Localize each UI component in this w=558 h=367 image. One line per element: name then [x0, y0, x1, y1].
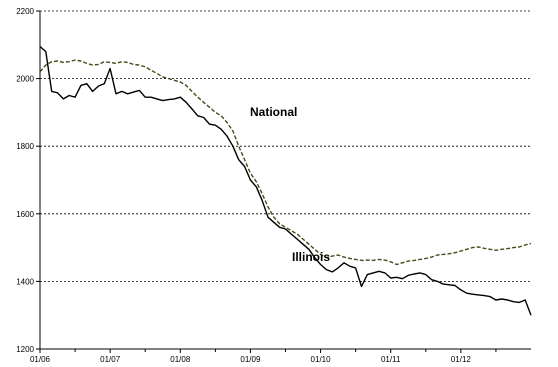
y-tick-label: 2200	[16, 7, 34, 16]
x-tick-label: 01/07	[100, 355, 121, 364]
series-label-illinois: Illinois	[292, 250, 330, 264]
x-tick-label: 01/09	[240, 355, 261, 364]
x-tick-labels: 01/06 01/07 01/08 01/09 01/10 01/11 01/12	[30, 355, 471, 364]
x-tick-label: 01/06	[30, 355, 51, 364]
series-label-national: National	[250, 105, 297, 119]
y-tick-label: 1400	[16, 277, 34, 286]
y-tick-labels: 1200 1400 1600 1800 2000 2200	[16, 7, 34, 354]
x-tick-label: 01/10	[311, 355, 332, 364]
y-tick-label: 1800	[16, 142, 34, 151]
x-tick-label: 01/12	[451, 355, 472, 364]
gridlines	[40, 10, 531, 282]
y-tick-label: 1200	[16, 345, 34, 354]
y-tick-label: 2000	[16, 75, 34, 84]
axes	[36, 10, 531, 353]
series-line-national	[39, 59, 532, 266]
y-tick-label: 1600	[16, 210, 34, 219]
x-tick-label: 01/11	[381, 355, 401, 364]
series-line-illinois	[39, 45, 532, 316]
series-lines	[39, 45, 532, 316]
x-tick-label: 01/08	[170, 355, 191, 364]
